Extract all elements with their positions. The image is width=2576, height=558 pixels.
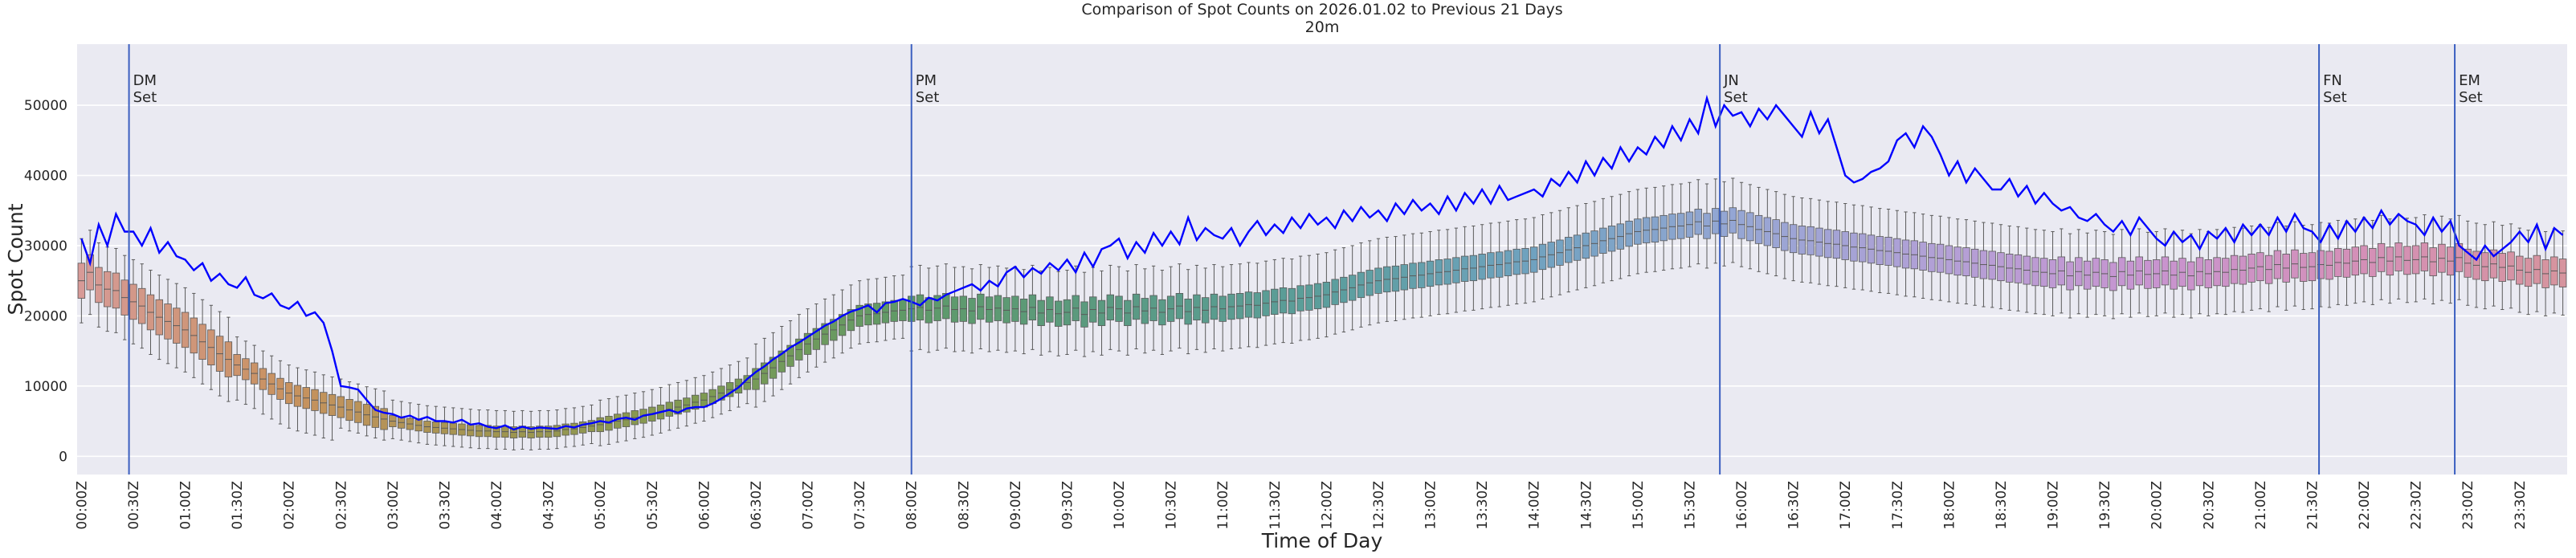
x-tick-label: 20:30Z — [2201, 481, 2217, 530]
y-tick-label: 10000 — [24, 379, 67, 395]
x-tick-label: 13:30Z — [1475, 481, 1491, 530]
event-label: Set — [2459, 89, 2483, 106]
event-label: DM — [133, 72, 157, 89]
x-tick-label: 11:00Z — [1215, 481, 1231, 530]
event-label: Set — [2323, 89, 2347, 106]
x-tick-label: 16:00Z — [1734, 481, 1750, 530]
x-tick-label: 07:00Z — [801, 481, 817, 530]
event-label: FN — [2323, 72, 2342, 89]
y-tick-label: 50000 — [24, 98, 67, 114]
event-label: Set — [1724, 89, 1748, 106]
x-tick-label: 08:30Z — [956, 481, 972, 530]
x-tick-label: 01:30Z — [230, 481, 246, 530]
event-label: PM — [916, 72, 937, 89]
event-label: EM — [2459, 72, 2480, 89]
x-tick-label: 21:00Z — [2253, 481, 2269, 530]
x-tick-label: 19:00Z — [2046, 481, 2062, 530]
current-day-line — [80, 94, 2564, 431]
x-tick-label: 13:00Z — [1423, 481, 1439, 530]
x-tick-label: 02:30Z — [333, 481, 349, 530]
x-tick-label: 10:30Z — [1164, 481, 1180, 530]
x-tick-label: 06:30Z — [749, 481, 765, 530]
y-tick-label: 0 — [59, 449, 67, 465]
x-tick-label: 03:00Z — [386, 481, 402, 530]
x-tick-label: 05:30Z — [645, 481, 661, 530]
x-tick-label: 16:30Z — [1786, 481, 1802, 530]
x-tick-label: 14:30Z — [1578, 481, 1594, 530]
y-tick-label: 20000 — [24, 308, 67, 324]
x-tick-label: 00:00Z — [74, 481, 90, 530]
plot-background — [77, 44, 2567, 475]
x-tick-label: 07:30Z — [852, 481, 868, 530]
x-tick-label: 18:30Z — [1994, 481, 2010, 530]
x-tick-label: 01:00Z — [178, 481, 194, 530]
x-tick-label: 12:30Z — [1371, 481, 1387, 530]
x-tick-label: 14:00Z — [1527, 481, 1543, 530]
x-tick-label: 23:00Z — [2460, 481, 2476, 530]
x-tick-label: 00:30Z — [126, 481, 142, 530]
x-tick-label: 08:00Z — [904, 481, 921, 530]
x-tick-label: 03:30Z — [437, 481, 453, 530]
y-tick-label: 30000 — [24, 238, 67, 255]
y-axis-label: Spot Count — [4, 203, 27, 315]
y-tick-label: 40000 — [24, 169, 67, 185]
x-tick-label: 11:30Z — [1268, 481, 1284, 530]
x-tick-label: 23:30Z — [2513, 481, 2529, 530]
event-label: Set — [133, 89, 157, 106]
x-tick-label: 15:00Z — [1631, 481, 1647, 530]
x-tick-label: 15:30Z — [1682, 481, 1698, 530]
x-tick-label: 20:00Z — [2149, 481, 2166, 530]
event-label: Set — [916, 89, 940, 106]
x-tick-label: 04:30Z — [541, 481, 557, 530]
event-label: JN — [1723, 72, 1739, 89]
chart-title: Comparison of Spot Counts on 2026.01.02 … — [1081, 1, 1562, 18]
x-tick-label: 05:00Z — [593, 481, 609, 530]
x-tick-label: 18:00Z — [1941, 481, 1958, 530]
x-tick-label: 02:00Z — [282, 481, 298, 530]
x-tick-label: 10:00Z — [1112, 481, 1128, 530]
x-tick-label: 06:00Z — [696, 481, 712, 530]
x-tick-label: 04:00Z — [489, 481, 505, 530]
chart-subtitle: 20m — [1305, 18, 1340, 36]
x-tick-label: 22:00Z — [2357, 481, 2373, 530]
x-tick-label: 09:30Z — [1059, 481, 1076, 530]
x-tick-label: 21:30Z — [2305, 481, 2321, 530]
x-tick-label: 09:00Z — [1008, 481, 1024, 530]
x-tick-label: 19:30Z — [2097, 481, 2113, 530]
x-tick-label: 17:30Z — [1890, 481, 1906, 530]
x-tick-label: 17:00Z — [1838, 481, 1854, 530]
x-tick-label: 12:00Z — [1319, 481, 1335, 530]
x-axis-label: Time of Day — [1261, 529, 1383, 552]
x-tick-label: 22:30Z — [2409, 481, 2425, 530]
